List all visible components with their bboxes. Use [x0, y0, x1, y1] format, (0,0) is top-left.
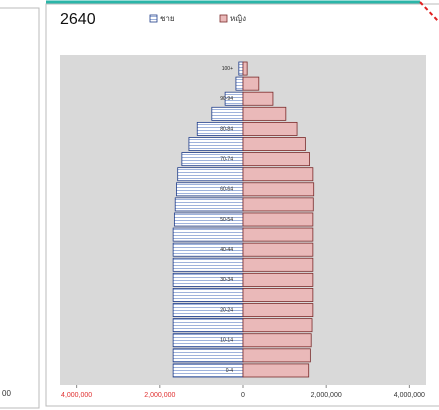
- bar: [242, 121, 298, 136]
- y-tick-label: 50-54: [220, 217, 233, 223]
- y-tick-label: 100+: [222, 66, 233, 72]
- legend-swatch: [219, 14, 228, 23]
- legend-swatch: [149, 14, 158, 23]
- y-tick-label: 60-64: [220, 187, 233, 193]
- bar: [242, 303, 314, 318]
- bar: [242, 272, 314, 287]
- bar: [176, 182, 244, 197]
- y-tick-label: 80-84: [220, 126, 233, 132]
- bar: [242, 348, 311, 363]
- bar: [242, 333, 312, 348]
- y-tick-label: 10-14: [220, 338, 233, 344]
- x-tick-label: 2,000,000: [311, 392, 342, 399]
- y-tick-label: 40-44: [220, 247, 233, 253]
- bar: [235, 76, 244, 91]
- bar: [174, 197, 244, 212]
- bar: [242, 257, 314, 272]
- bar: [211, 106, 244, 121]
- bar: [242, 197, 314, 212]
- bar: [188, 137, 244, 151]
- bar: [242, 91, 274, 106]
- chart-title: 2640: [60, 11, 96, 28]
- left-tick-fragment: 00: [2, 389, 11, 398]
- y-tick-label: 30-34: [220, 277, 233, 283]
- bar: [172, 288, 244, 302]
- bar: [242, 363, 310, 378]
- bar: [172, 257, 244, 272]
- bar: [238, 61, 244, 76]
- bar: [242, 152, 310, 167]
- y-tick-label: 90-94: [220, 96, 233, 102]
- x-tick-label: 0: [241, 392, 245, 399]
- bar: [242, 137, 306, 151]
- bar: [242, 288, 314, 302]
- left-panel: [0, 7, 40, 409]
- bar: [172, 227, 244, 242]
- y-tick-label: 20-24: [220, 307, 233, 313]
- legend-label: หญิง: [230, 14, 246, 23]
- dashed-marker: [419, 1, 439, 23]
- x-tick-label: 4,000,000: [61, 392, 92, 399]
- x-tick-label: 4,000,000: [394, 392, 425, 399]
- bar: [242, 227, 314, 242]
- bar: [242, 76, 260, 91]
- bar: [172, 348, 244, 363]
- y-tick-label: 70-74: [220, 156, 233, 162]
- bar: [242, 61, 248, 76]
- bar: [181, 152, 244, 167]
- bar: [242, 182, 315, 197]
- bar: [172, 318, 244, 333]
- bar: [242, 318, 313, 333]
- bar: [242, 212, 314, 227]
- bar: [242, 242, 314, 257]
- bar: [242, 167, 314, 182]
- legend-label: ชาย: [160, 14, 175, 23]
- x-tick-label: 2,000,000: [144, 392, 175, 399]
- bar: [242, 106, 287, 121]
- y-tick-label: 0-4: [226, 368, 233, 374]
- bar: [177, 167, 244, 182]
